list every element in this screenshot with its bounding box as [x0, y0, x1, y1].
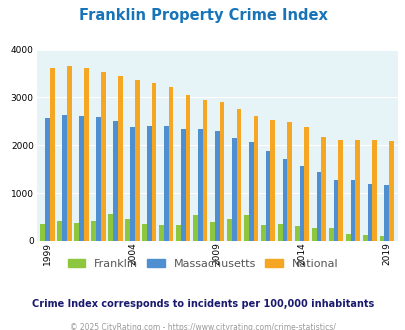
Bar: [113, 121, 117, 241]
Bar: [202, 100, 207, 241]
Bar: [209, 221, 214, 241]
Text: Franklin Property Crime Index: Franklin Property Crime Index: [79, 8, 326, 23]
Bar: [231, 138, 236, 241]
Bar: [333, 180, 337, 241]
Bar: [193, 215, 197, 241]
Bar: [91, 221, 96, 241]
Bar: [226, 219, 231, 241]
Bar: [304, 126, 308, 241]
Bar: [96, 117, 100, 241]
Bar: [159, 225, 164, 241]
Bar: [362, 235, 367, 241]
Bar: [260, 225, 265, 241]
Bar: [214, 131, 219, 241]
Bar: [270, 120, 275, 241]
Bar: [117, 76, 122, 241]
Bar: [294, 226, 299, 241]
Text: © 2025 CityRating.com - https://www.cityrating.com/crime-statistics/: © 2025 CityRating.com - https://www.city…: [70, 323, 335, 330]
Bar: [57, 221, 62, 241]
Bar: [379, 236, 384, 241]
Bar: [185, 95, 190, 241]
Bar: [367, 184, 371, 241]
Bar: [337, 140, 342, 241]
Bar: [74, 223, 79, 241]
Bar: [176, 225, 181, 241]
Bar: [265, 151, 270, 241]
Bar: [151, 83, 156, 241]
Bar: [316, 172, 321, 241]
Bar: [354, 140, 359, 241]
Bar: [219, 102, 224, 241]
Bar: [197, 129, 202, 241]
Bar: [125, 219, 130, 241]
Bar: [371, 141, 376, 241]
Bar: [384, 185, 388, 241]
Bar: [62, 115, 67, 241]
Bar: [40, 224, 45, 241]
Bar: [328, 227, 333, 241]
Bar: [277, 224, 282, 241]
Bar: [79, 116, 84, 241]
Text: Crime Index corresponds to incidents per 100,000 inhabitants: Crime Index corresponds to incidents per…: [32, 299, 373, 309]
Bar: [248, 142, 253, 241]
Bar: [130, 127, 134, 241]
Bar: [108, 214, 113, 241]
Bar: [50, 68, 55, 241]
Bar: [67, 66, 71, 241]
Bar: [134, 80, 139, 241]
Bar: [164, 126, 168, 241]
Bar: [142, 224, 147, 241]
Bar: [181, 129, 185, 241]
Bar: [321, 137, 325, 241]
Bar: [236, 109, 241, 241]
Bar: [299, 166, 304, 241]
Bar: [345, 234, 350, 241]
Bar: [147, 126, 151, 241]
Bar: [84, 68, 88, 241]
Bar: [168, 87, 173, 241]
Bar: [243, 214, 248, 241]
Bar: [350, 180, 354, 241]
Bar: [287, 122, 292, 241]
Bar: [100, 73, 105, 241]
Bar: [282, 159, 287, 241]
Bar: [45, 118, 50, 241]
Bar: [388, 141, 393, 241]
Bar: [253, 115, 258, 241]
Bar: [311, 228, 316, 241]
Legend: Franklin, Massachusetts, National: Franklin, Massachusetts, National: [63, 254, 342, 273]
